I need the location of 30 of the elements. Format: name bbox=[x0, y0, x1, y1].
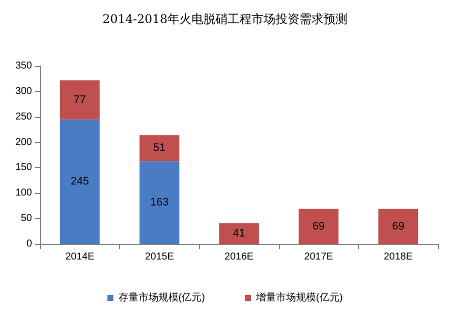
y-tick-label: 50 bbox=[20, 213, 32, 224]
legend-label: 存量市场规模(亿元) bbox=[118, 292, 206, 304]
x-tick-label: 2014E bbox=[65, 252, 95, 262]
bar bbox=[140, 135, 180, 162]
y-tick-label: 150 bbox=[15, 162, 32, 174]
data-label: 163 bbox=[150, 196, 169, 209]
bar bbox=[60, 119, 100, 244]
bar bbox=[60, 80, 100, 120]
data-label: 51 bbox=[153, 142, 166, 154]
bar bbox=[140, 161, 180, 244]
data-label: 69 bbox=[392, 220, 404, 232]
bar bbox=[298, 208, 338, 244]
y-tick-label: 300 bbox=[15, 86, 32, 97]
data-label: 77 bbox=[74, 94, 86, 106]
chart-title: 2014-2018年火电脱硝工程市场投资需求预测 bbox=[102, 12, 348, 26]
legend-label: 增量市场规模(亿元) bbox=[255, 292, 343, 304]
y-tick-label: 200 bbox=[15, 136, 32, 148]
data-label: 41 bbox=[232, 228, 246, 240]
x-tick-label: 2017E bbox=[304, 252, 334, 262]
y-tick-label: 350 bbox=[15, 60, 32, 72]
y-tick-label: 250 bbox=[15, 111, 32, 122]
data-label: 245 bbox=[70, 176, 89, 188]
y-tick-label: 100 bbox=[15, 188, 32, 199]
x-tick-label: 2015E bbox=[144, 252, 174, 262]
y-tick-label: 0 bbox=[26, 238, 32, 250]
x-tick-label: 2018E bbox=[384, 252, 413, 262]
data-label: 69 bbox=[312, 220, 325, 232]
bar bbox=[219, 223, 259, 244]
x-tick-label: 2016E bbox=[224, 252, 254, 262]
bar bbox=[378, 208, 418, 244]
